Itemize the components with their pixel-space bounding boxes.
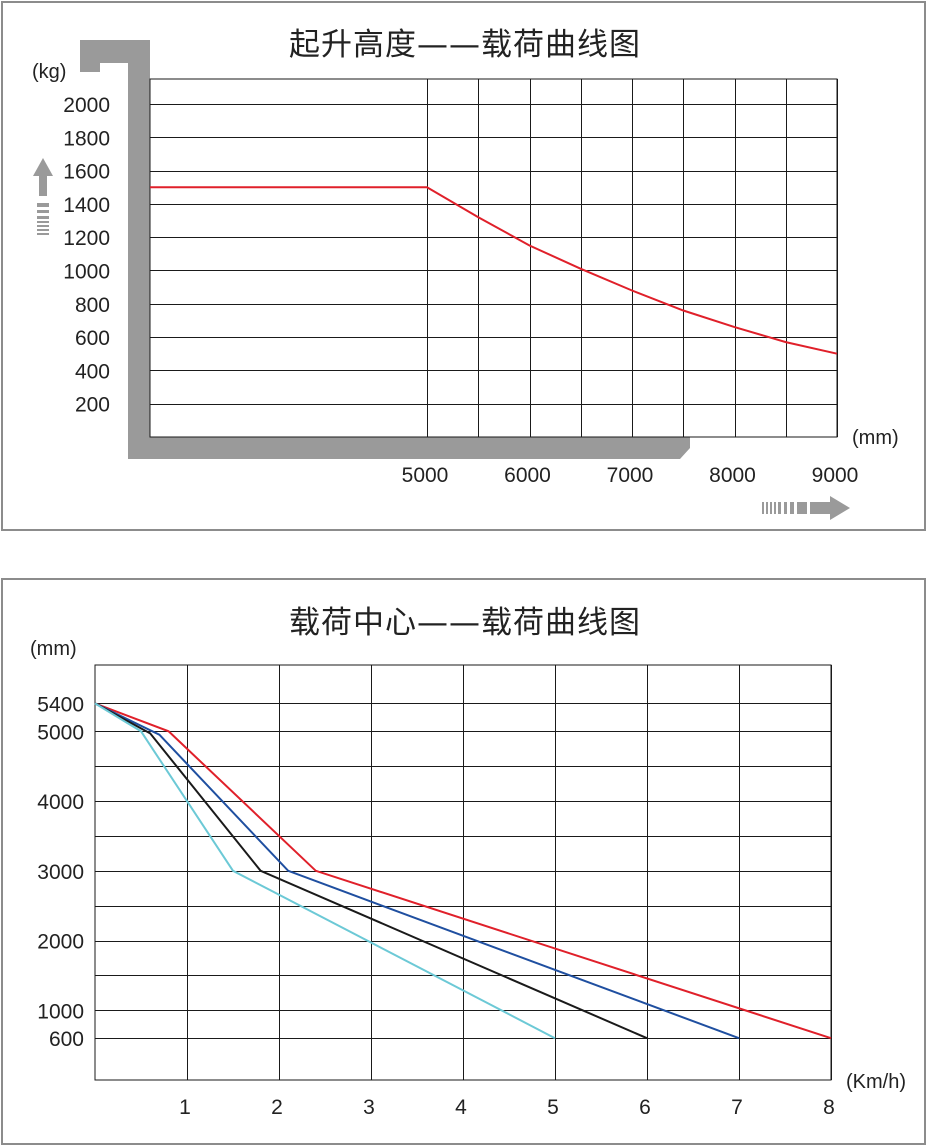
x-tick-label: 7000: [607, 464, 654, 487]
x-tick-label: 8: [823, 1096, 835, 1119]
x-tick-label: 2: [271, 1096, 283, 1119]
y-tick-label: 5400: [37, 693, 84, 716]
y-axis-unit: (mm): [30, 638, 77, 660]
y-tick-label: 2000: [63, 94, 110, 117]
y-tick-label: 5000: [37, 721, 84, 744]
y-tick-label: 1600: [63, 161, 110, 184]
chart-title: 载荷中心——载荷曲线图: [289, 605, 641, 641]
x-tick-label: 5000: [402, 464, 449, 487]
y-tick-label: 400: [75, 360, 110, 383]
x-direction-arrow-icon: [762, 496, 850, 520]
x-tick-label: 3: [363, 1096, 375, 1119]
axis-frame-decoration: [80, 40, 690, 459]
y-tick-label: 1800: [63, 127, 110, 150]
y-tick-label: 4000: [37, 791, 84, 814]
series-line: [94, 702, 740, 1040]
y-tick-label: 3000: [37, 861, 84, 884]
x-axis-unit: (Km/h): [846, 1071, 906, 1093]
y-tick-label: 600: [75, 327, 110, 350]
x-tick-label: 6000: [504, 464, 551, 487]
x-tick-label: 1: [179, 1096, 191, 1119]
x-tick-label: 9000: [812, 464, 859, 487]
x-tick-label: 5: [547, 1096, 559, 1119]
x-axis-unit: (mm): [852, 427, 899, 449]
y-tick-label: 1000: [37, 1000, 84, 1023]
y-direction-arrow-icon: [33, 158, 53, 235]
y-axis-unit: (kg): [32, 61, 66, 83]
y-tick-label: 800: [75, 294, 110, 317]
series-line: [150, 186, 838, 355]
y-tick-label: 1000: [63, 260, 110, 283]
chart-title: 起升高度——载荷曲线图: [289, 27, 641, 63]
y-tick-label: 600: [49, 1028, 84, 1051]
y-tick-label: 1400: [63, 194, 110, 217]
series-line: [94, 702, 832, 1040]
series-line: [94, 702, 556, 1040]
y-tick-label: 2000: [37, 931, 84, 954]
y-tick-label: 1200: [63, 227, 110, 250]
x-tick-label: 7: [731, 1096, 743, 1119]
x-tick-label: 6: [639, 1096, 651, 1119]
series-line: [94, 702, 648, 1040]
y-tick-label: 200: [75, 394, 110, 417]
x-tick-label: 4: [455, 1096, 467, 1119]
x-tick-label: 8000: [709, 464, 756, 487]
